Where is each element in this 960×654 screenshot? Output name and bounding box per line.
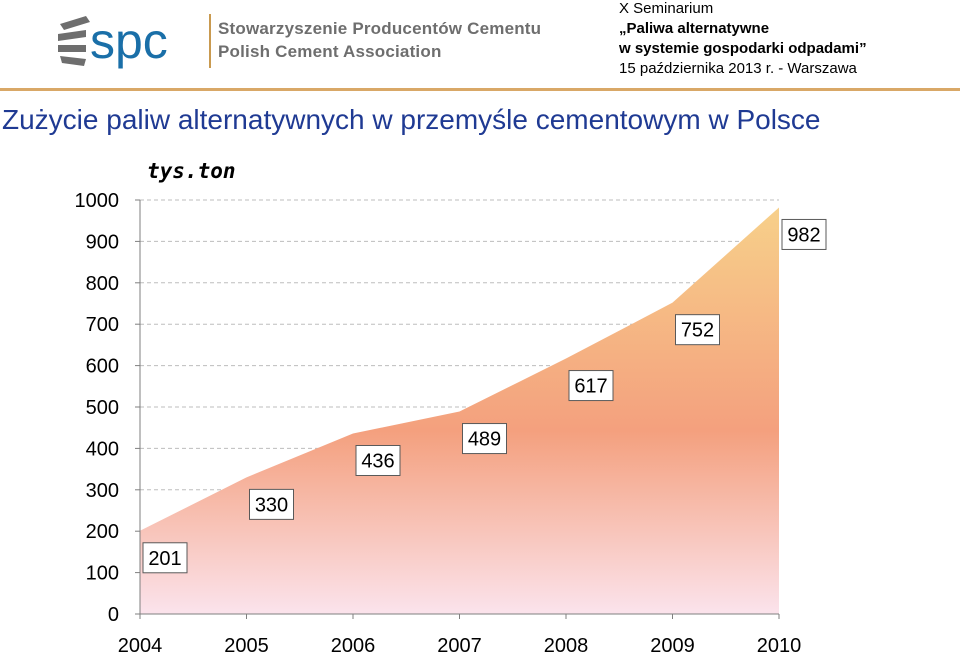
org-name-en: Polish Cement Association (218, 42, 442, 61)
y-tick-label: 0 (108, 604, 119, 626)
data-label-text: 201 (148, 548, 181, 570)
chart-title: Zużycie paliw alternatywnych w przemyśle… (2, 104, 821, 135)
unit-label: tys.ton (147, 159, 236, 183)
seminar-line-2: „Paliwa alternatywne (619, 20, 770, 37)
x-tick-label: 2007 (437, 635, 482, 654)
x-tick-label: 2009 (650, 635, 695, 654)
y-tick-label: 700 (86, 314, 119, 336)
data-label-box (142, 542, 188, 574)
spc-logo: spc (58, 13, 168, 69)
seminar-info: X Seminarium „Paliwa alternatywne w syst… (619, 0, 867, 79)
data-label-text: 617 (574, 376, 607, 398)
logo-divider (209, 14, 211, 68)
y-tick-label: 1000 (75, 190, 120, 212)
y-tick-label: 500 (86, 397, 119, 419)
org-name-pl: Stowarzyszenie Producentów Cementu (218, 19, 542, 38)
data-label-box (249, 488, 294, 520)
header-rule (0, 88, 960, 91)
seminar-line-1: X Seminarium (619, 0, 714, 17)
slide-header: spc Stowarzyszenie Producentów Cementu P… (0, 0, 960, 92)
data-label: 489 (462, 423, 507, 455)
data-label-text: 436 (361, 450, 394, 472)
seminar-line-3: w systemie gospodarki odpadami” (619, 40, 867, 57)
x-tick-label: 2010 (757, 635, 802, 654)
data-label-box (781, 218, 827, 250)
y-tick-label: 900 (86, 231, 119, 253)
data-label-box (355, 444, 401, 476)
y-tick-label: 400 (86, 438, 119, 460)
data-label: 752 (675, 314, 720, 346)
area-chart: 0 100 200 300 400 500 600 700 800 900 1000 2004 2005… (75, 159, 827, 654)
x-tick-label: 2008 (544, 635, 589, 654)
data-label: 201 (142, 542, 188, 574)
y-tick-label: 300 (86, 480, 119, 502)
data-label-box (462, 423, 507, 455)
data-label-box (675, 314, 720, 346)
data-label-box (568, 370, 614, 402)
data-label-text: 982 (787, 224, 820, 246)
x-tick-label: 2005 (224, 635, 269, 654)
data-label-text: 489 (468, 429, 501, 451)
data-label: 330 (249, 488, 294, 520)
spc-logo-icon (58, 16, 90, 66)
data-label: 617 (568, 370, 614, 402)
seminar-line-4: 15 października 2013 r. - Warszawa (619, 60, 857, 77)
data-label-text: 330 (255, 494, 288, 516)
x-tick-label: 2006 (331, 635, 376, 654)
y-tick-label: 200 (86, 521, 119, 543)
data-label-text: 752 (681, 320, 714, 342)
data-label: 982 (781, 218, 827, 250)
logo-text: spc (90, 13, 168, 69)
area-series (140, 207, 779, 614)
y-tick-label: 600 (86, 356, 119, 378)
data-label: 436 (355, 444, 401, 476)
y-tick-label: 100 (86, 563, 119, 585)
x-tick-label: 2004 (118, 635, 163, 654)
y-tick-label: 800 (86, 273, 119, 295)
